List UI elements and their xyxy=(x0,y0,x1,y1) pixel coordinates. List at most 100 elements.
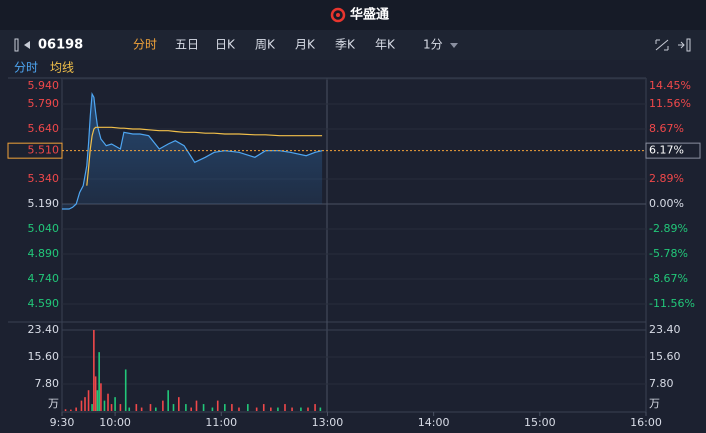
volume-bar xyxy=(128,407,131,411)
y-tick-label: 4.590 xyxy=(28,297,60,310)
tab[interactable]: 季K xyxy=(335,38,356,52)
x-tick-label: 15:00 xyxy=(524,416,556,429)
logo-icon xyxy=(330,7,346,23)
y-tick-label: 7.80 xyxy=(35,377,60,390)
x-tick-label: 11:00 xyxy=(205,416,237,429)
header xyxy=(0,0,706,30)
volume-bar xyxy=(162,400,164,411)
volume-bar xyxy=(231,404,233,411)
volume-bar xyxy=(135,404,138,411)
icon-arrow xyxy=(678,41,685,49)
volume-bar xyxy=(224,404,226,411)
volume-bar xyxy=(64,409,67,411)
icon-bar xyxy=(686,38,691,52)
brand-logo xyxy=(330,7,346,23)
y-tick-label: 5.190 xyxy=(28,197,60,210)
y-tick-label: 5.940 xyxy=(28,79,60,92)
y-tick-label: 5.790 xyxy=(28,97,60,110)
tab[interactable]: 月K xyxy=(295,38,316,52)
y2-tick-label: -11.56% xyxy=(649,297,695,310)
volume-bar xyxy=(124,369,127,411)
last-price-box xyxy=(7,142,63,159)
volume-bar xyxy=(103,400,106,411)
tabs: 分时 五日 日K 周K 月K 季K 年K xyxy=(133,38,396,52)
x-tick-label: 14:00 xyxy=(418,416,450,429)
last-price-label: 5.510 xyxy=(28,144,60,157)
logo-dot xyxy=(336,13,340,17)
tab[interactable]: 日K xyxy=(215,38,236,52)
y-tick-label: 5.340 xyxy=(28,172,60,185)
volume-bar xyxy=(284,404,286,411)
tab[interactable]: 五日 xyxy=(175,38,199,52)
volume-bar xyxy=(75,407,77,411)
volume-bar xyxy=(94,376,97,411)
tab[interactable]: 分时 xyxy=(133,38,157,52)
volume-bar xyxy=(93,330,95,411)
volume-bar xyxy=(255,407,258,411)
y2-tick-label: 14.45% xyxy=(649,79,691,92)
y-tick-label: 15.60 xyxy=(649,350,681,363)
volume-bar xyxy=(202,404,205,411)
volume-bar xyxy=(216,400,219,411)
volume-bar xyxy=(98,352,100,411)
volume-bar xyxy=(319,407,322,411)
average-line xyxy=(86,126,323,186)
volume-bar xyxy=(140,407,143,411)
x-tick-label: 10:00 xyxy=(99,416,131,429)
volume-bar xyxy=(314,404,316,411)
last-change-box xyxy=(645,142,701,159)
y2-tick-label: 8.67% xyxy=(649,122,684,135)
y-tick-label: 23.40 xyxy=(649,323,681,336)
volume-bar xyxy=(262,404,265,411)
tab[interactable]: 周K xyxy=(255,38,276,52)
volume-bar xyxy=(211,407,214,411)
y2-tick-label: 0.00% xyxy=(649,197,684,210)
volume-bar xyxy=(247,404,249,411)
volume-bar xyxy=(277,407,279,411)
price-line xyxy=(62,91,323,210)
volume-bar xyxy=(238,407,240,411)
volume-bar xyxy=(307,407,309,411)
y-tick-label: 15.60 xyxy=(28,350,60,363)
panel-toggle-icon[interactable] xyxy=(14,38,30,52)
y2-tick-label: 11.56% xyxy=(649,97,691,110)
legend-entry: 均线 xyxy=(50,61,74,75)
exit-icon[interactable] xyxy=(678,38,691,52)
volume-bar xyxy=(178,397,180,411)
volume-bar xyxy=(172,404,175,411)
volume-bar xyxy=(80,400,83,411)
volume-bar xyxy=(119,404,122,411)
y2-tick-label: -2.89% xyxy=(649,222,688,235)
icon-arrow xyxy=(24,41,30,49)
icon-shape xyxy=(655,39,669,51)
y-tick-label: 7.80 xyxy=(649,377,674,390)
y-tick-label: 5.040 xyxy=(28,222,60,235)
volume-bar xyxy=(70,409,72,411)
last-change-label: 6.17% xyxy=(649,144,684,157)
interval-select[interactable]: 1分 xyxy=(423,38,443,52)
volume-bar xyxy=(167,390,169,411)
y-unit: 万 xyxy=(649,397,660,410)
legend-entry: 分时 xyxy=(14,61,38,75)
y2-tick-label: -8.67% xyxy=(649,272,688,285)
volume-bar xyxy=(300,407,302,411)
symbol: 06198 xyxy=(38,38,83,53)
y2-tick-label: -5.78% xyxy=(649,247,688,260)
x-tick-label: 16:00 xyxy=(630,416,662,429)
x-tick-label: 13:00 xyxy=(312,416,344,429)
volume-bar xyxy=(185,404,187,411)
y-tick-label: 5.640 xyxy=(28,122,60,135)
volume-bar xyxy=(114,397,116,411)
volume-bar xyxy=(190,407,192,411)
volume-bar xyxy=(110,404,113,411)
volume-bar xyxy=(100,383,102,411)
volume-bar xyxy=(84,397,86,411)
tab[interactable]: 年K xyxy=(375,38,396,52)
fullscreen-icon[interactable] xyxy=(655,39,669,51)
y2-tick-label: 2.89% xyxy=(649,172,684,185)
dropdown-arrow[interactable] xyxy=(450,43,458,48)
volume-bar xyxy=(291,407,293,411)
volume-bar xyxy=(91,404,93,411)
